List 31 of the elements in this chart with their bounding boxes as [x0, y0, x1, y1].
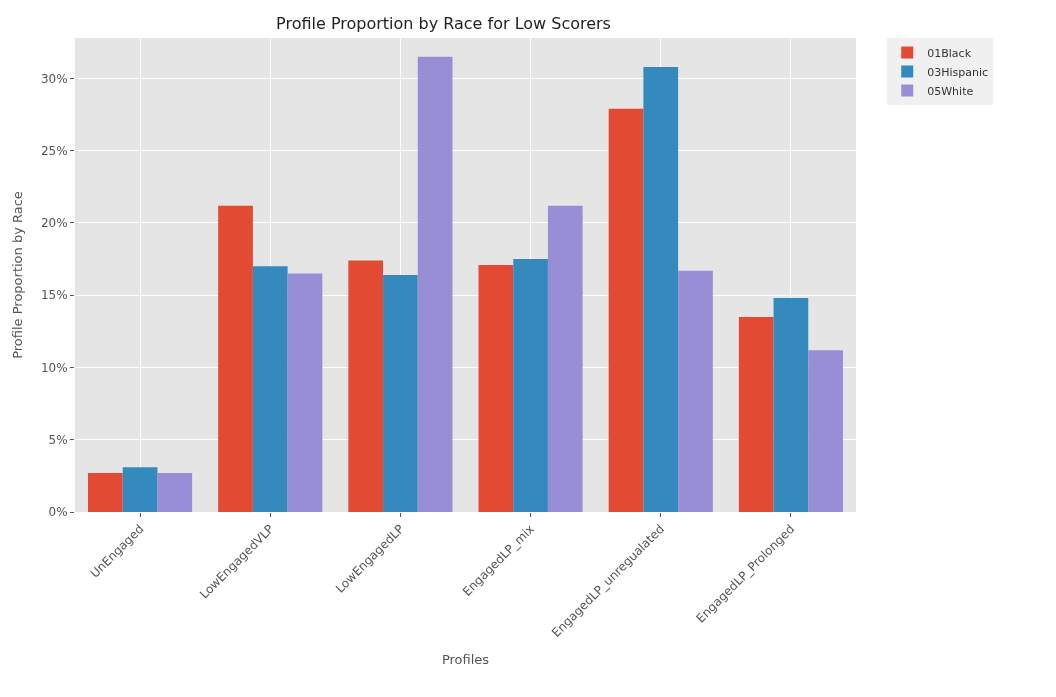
bar: [643, 66, 679, 512]
bar: [348, 260, 384, 512]
y-tick-label: 15%: [40, 288, 68, 303]
legend-label: 03Hispanic: [927, 65, 989, 79]
bar: [252, 266, 288, 512]
legend-label: 01Black: [927, 46, 972, 60]
bar: [513, 259, 548, 512]
x-axis-title: Profiles: [441, 651, 490, 667]
y-tick-label: 0%: [48, 505, 68, 520]
y-axis-title: Profile Proportion by Race: [9, 191, 25, 359]
legend-label: 05White: [927, 84, 974, 98]
y-tick-label: 25%: [40, 143, 68, 158]
bar: [88, 472, 123, 512]
bar: [122, 467, 158, 512]
y-tick-label: 20%: [40, 216, 68, 231]
bar: [417, 56, 453, 512]
bar: [478, 264, 514, 512]
bar: [773, 298, 809, 512]
bar: [808, 350, 843, 512]
bar: [218, 205, 253, 512]
y-tick-label: 10%: [40, 360, 68, 375]
bar: [383, 275, 418, 512]
bar: [157, 472, 193, 512]
bar: [608, 108, 644, 512]
y-tick-label: 5%: [48, 432, 68, 447]
y-tick-label: 30%: [40, 71, 68, 86]
bar: [287, 273, 323, 512]
chart-title: Profile Proportion by Race for Low Scorers: [276, 13, 611, 33]
bar: [678, 270, 713, 512]
bar: [738, 316, 774, 512]
bar: [547, 205, 583, 512]
